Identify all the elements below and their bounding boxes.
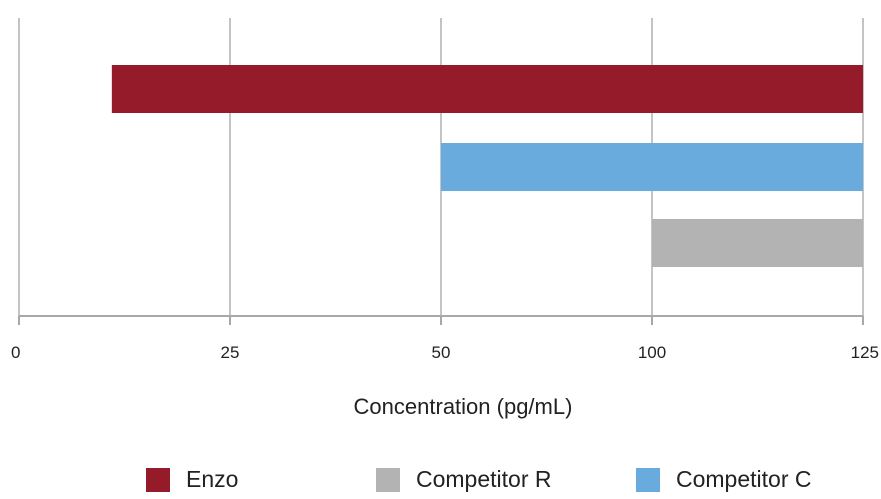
- x-tick-labels: 0 25 50 100 125: [11, 343, 879, 362]
- legend-swatch-competitor-r: [376, 467, 400, 492]
- legend: Enzo Competitor R Competitor C: [0, 466, 881, 499]
- x-tick-label-0: 0: [11, 343, 20, 362]
- x-axis-title: Concentration (pg/mL): [354, 394, 573, 419]
- x-tick-label-100: 100: [638, 343, 666, 362]
- bar-competitor-c: [441, 143, 863, 191]
- legend-item-enzo: Enzo: [146, 466, 238, 493]
- legend-item-competitor-r: Competitor R: [376, 466, 551, 493]
- legend-label-competitor-c: Competitor C: [676, 466, 812, 492]
- legend-label-enzo: Enzo: [186, 466, 239, 492]
- legend-swatch-competitor-c: [636, 467, 660, 492]
- legend-item-competitor-c: Competitor C: [636, 466, 811, 493]
- bar-competitor-r: [652, 219, 863, 267]
- x-tick-label-50: 50: [432, 343, 451, 362]
- legend-label-competitor-r: Competitor R: [416, 466, 552, 492]
- legend-swatch-enzo: [146, 467, 170, 492]
- x-tick-label-25: 25: [221, 343, 240, 362]
- bar-enzo: [111, 65, 864, 113]
- x-tick-label-125: 125: [851, 343, 879, 362]
- x-axis: [18, 315, 864, 325]
- bars: [111, 65, 864, 267]
